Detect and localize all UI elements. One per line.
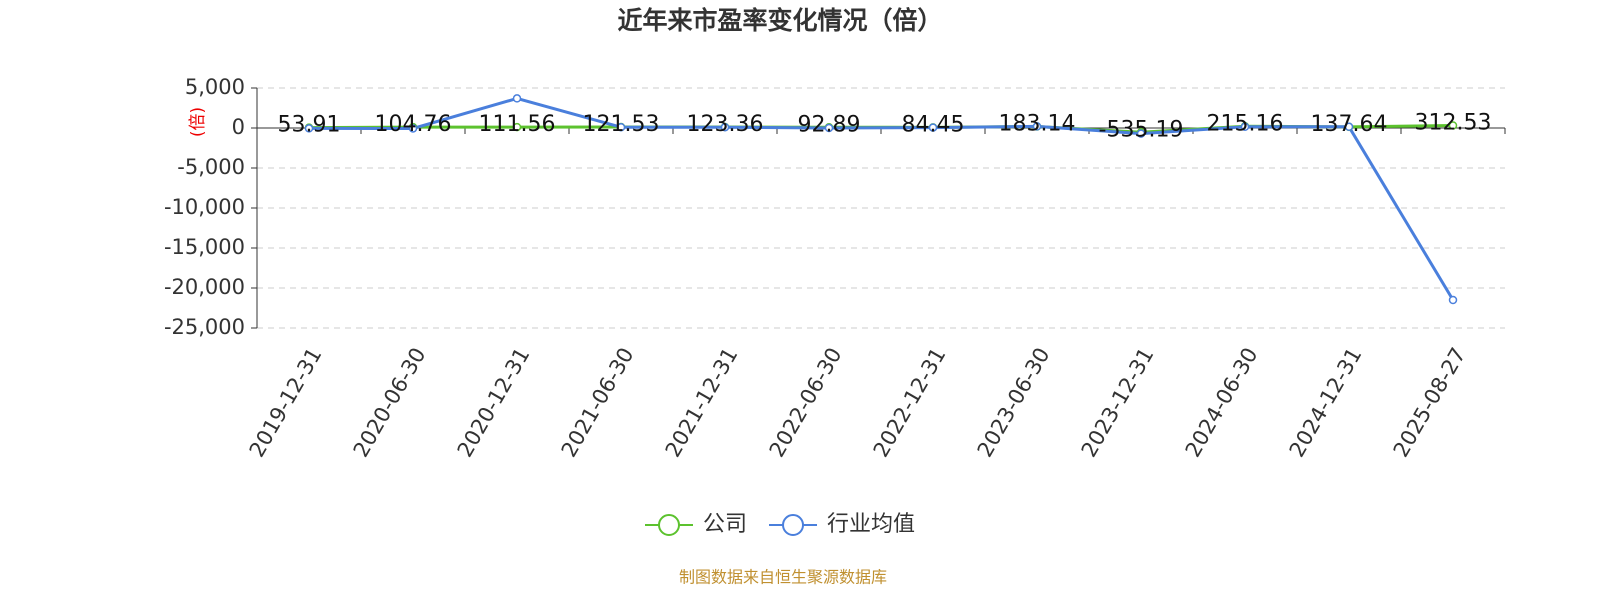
point: [824, 123, 834, 133]
y-tick-label: -5,000: [177, 155, 245, 179]
point: [512, 122, 522, 132]
series-line: [308, 96, 1455, 301]
point: [928, 123, 938, 132]
data-label: 123.36: [687, 112, 764, 137]
point: [408, 124, 418, 133]
y-tick-label: -20,000: [164, 275, 245, 299]
point: [1240, 122, 1250, 132]
y-tick-label: -25,000: [164, 315, 245, 339]
data-label: 215.16: [1207, 111, 1284, 136]
x-tick-label: 2020-06-30: [349, 344, 431, 462]
y-axis-label: (倍): [188, 107, 208, 137]
data-label: 121.53: [583, 112, 660, 137]
legend-marker: [658, 514, 680, 536]
point: [304, 124, 314, 133]
data-label: 104.76: [375, 112, 452, 137]
x-tick-label: 2022-06-30: [765, 344, 847, 462]
data-label: -535.19: [1099, 117, 1184, 142]
point: [616, 122, 626, 132]
point: [512, 94, 522, 103]
legend-marker: [782, 514, 805, 536]
y-tick-label: 5,000: [185, 75, 245, 99]
y-tick-label: -15,000: [164, 235, 245, 259]
source-note: 制图数据来自恒生聚源数据库: [679, 568, 887, 587]
data-label: 312.53: [1415, 110, 1492, 135]
point: [1136, 129, 1146, 138]
x-tick-label: 2024-06-30: [1181, 344, 1263, 462]
data-label: 137.64: [1311, 112, 1388, 137]
data-label: 53.91: [278, 113, 341, 138]
x-tick-label: 2020-12-31: [453, 344, 535, 462]
legend-label: 公司: [703, 512, 747, 537]
legend-label: 行业均值: [827, 512, 915, 537]
x-tick-label: 2025-08-27: [1389, 344, 1471, 462]
x-tick-label: 2022-12-31: [869, 344, 951, 462]
point: [1448, 295, 1458, 305]
y-tick-label: -10,000: [164, 195, 245, 219]
x-tick-label: 2024-12-31: [1285, 344, 1367, 462]
x-tick-label: 2023-06-30: [973, 344, 1055, 462]
data-label: 92.89: [798, 112, 861, 137]
data-label: 183.14: [999, 112, 1076, 137]
x-tick-label: 2021-06-30: [557, 344, 639, 462]
x-tick-label: 2019-12-31: [245, 344, 327, 462]
point: [720, 122, 730, 132]
y-tick-label: 0: [232, 115, 245, 139]
chart-title: 近年来市盈率变化情况（倍）: [617, 6, 942, 35]
point: [1344, 122, 1354, 132]
x-tick-label: 2021-12-31: [661, 344, 743, 462]
x-tick-label: 2023-12-31: [1077, 344, 1159, 462]
data-label: 84.45: [902, 112, 965, 137]
point: [1448, 121, 1458, 130]
point: [1032, 122, 1042, 131]
data-label: 111.56: [479, 112, 556, 137]
